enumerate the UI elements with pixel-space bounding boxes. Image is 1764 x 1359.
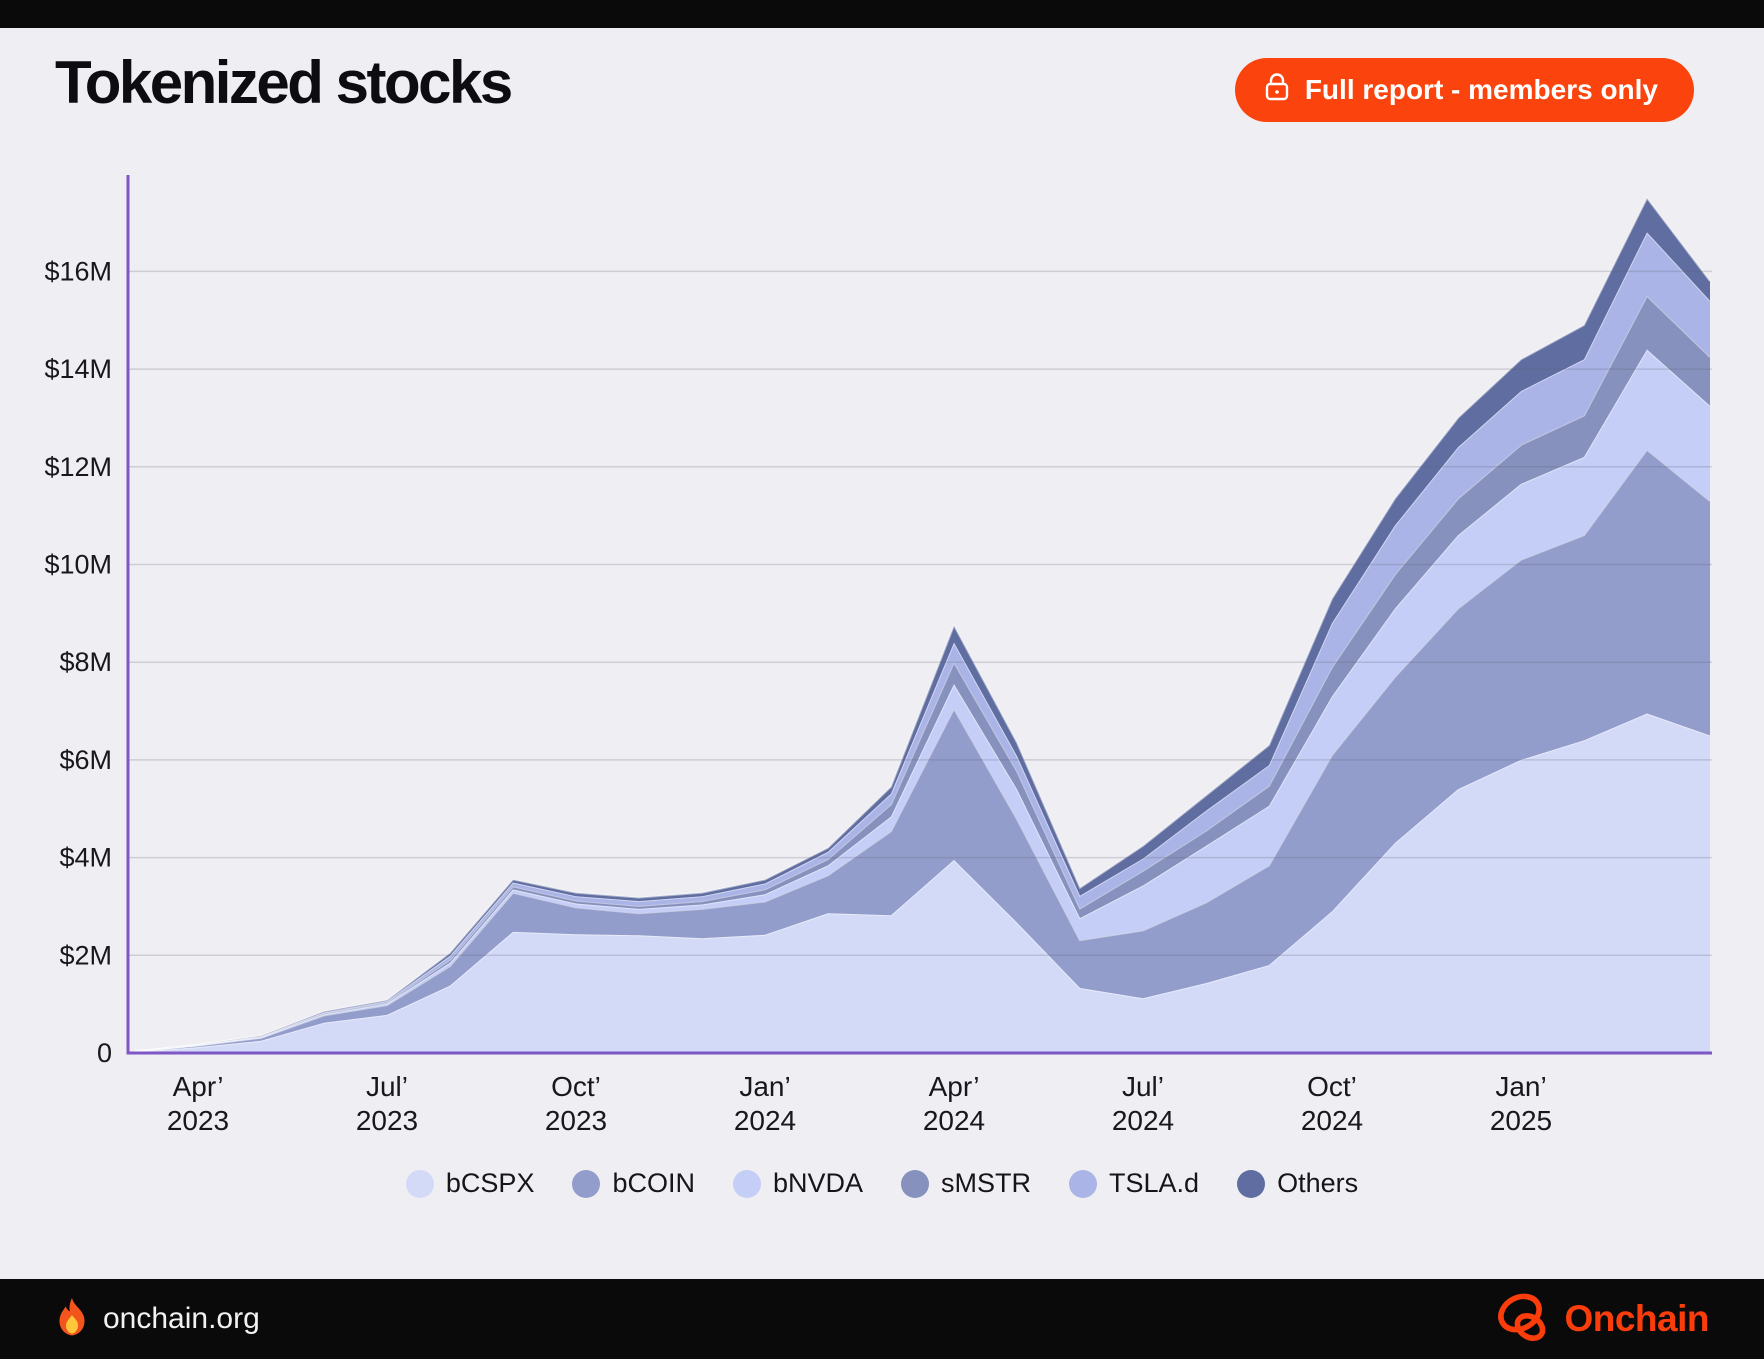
x-axis-label-month: Apr’	[173, 1071, 224, 1102]
legend-swatch-bCSPX	[405, 1169, 434, 1198]
legend-item-TSLA.d: TSLA.d	[1069, 1168, 1199, 1199]
full-report-button[interactable]: Full report - members only	[1234, 58, 1694, 122]
x-axis-label-year: 2024	[1301, 1105, 1363, 1136]
area-bCSPX	[135, 713, 1710, 1053]
y-axis-label-$10M: $10M	[44, 550, 112, 580]
onchain-logo-icon	[1494, 1291, 1552, 1348]
chart-legend: bCSPX bCOIN bNVDA sMSTR TSLA.d Others	[0, 1168, 1764, 1199]
x-axis-label-month: Apr’	[929, 1071, 980, 1102]
y-axis-label-$4M: $4M	[59, 843, 112, 873]
legend-swatch-TSLA.d	[1069, 1169, 1098, 1198]
full-report-button-label: Full report - members only	[1304, 74, 1658, 105]
legend-label-TSLA.d: TSLA.d	[1109, 1168, 1200, 1198]
x-axis-label-year: 2023	[356, 1105, 418, 1136]
footer-site-text: onchain.org	[103, 1302, 260, 1335]
x-axis-label-year: 2024	[1112, 1105, 1174, 1136]
x-axis-label-month: Oct’	[551, 1071, 601, 1102]
legend-swatch-bCOIN	[572, 1169, 601, 1198]
x-axis-label-year: 2025	[1490, 1105, 1552, 1136]
legend-item-sMSTR: sMSTR	[901, 1168, 1031, 1199]
legend-item-bCOIN: bCOIN	[572, 1168, 695, 1199]
x-axis-label-month: Jul’	[366, 1071, 408, 1102]
x-axis-label-month: Jul’	[1122, 1071, 1164, 1102]
x-axis-label-year: 2023	[545, 1105, 607, 1136]
x-axis-label-month: Oct’	[1307, 1071, 1357, 1102]
x-axis-label-month: Jan’	[1495, 1071, 1546, 1102]
legend-label-bCSPX: bCSPX	[445, 1168, 535, 1198]
x-axis-label-year: 2024	[923, 1105, 985, 1136]
x-axis-label-year: 2024	[734, 1105, 796, 1136]
page-title: Tokenized stocks	[55, 49, 513, 116]
legend-swatch-bNVDA	[732, 1169, 761, 1198]
legend-item-bNVDA: bNVDA	[732, 1168, 864, 1199]
area-edge-Others	[134, 196, 1711, 1053]
brand-wordmark: Onchain	[1564, 1298, 1709, 1339]
y-axis-label-$8M: $8M	[59, 647, 112, 677]
y-axis-label-$12M: $12M	[44, 452, 112, 482]
legend-swatch-sMSTR	[901, 1169, 930, 1198]
y-axis-label-0: 0	[97, 1038, 112, 1068]
y-axis-label-$14M: $14M	[44, 354, 112, 384]
legend-label-sMSTR: sMSTR	[941, 1168, 1032, 1198]
y-axis-label-$16M: $16M	[44, 256, 112, 286]
legend-swatch-Others	[1237, 1169, 1266, 1198]
lock-icon	[1265, 72, 1289, 108]
legend-label-Others: Others	[1277, 1168, 1359, 1198]
footer-bar: onchain.org Onchain	[0, 1279, 1764, 1359]
legend-item-bCSPX: bCSPX	[405, 1168, 535, 1199]
legend-label-bNVDA: bNVDA	[772, 1168, 864, 1198]
y-axis-label-$2M: $2M	[59, 940, 112, 970]
flame-icon	[55, 1297, 89, 1342]
y-axis-label-$6M: $6M	[59, 745, 112, 775]
brand-logo: Onchain	[1494, 1291, 1709, 1348]
x-axis-label-year: 2023	[167, 1105, 229, 1136]
x-axis-label-month: Jan’	[739, 1071, 790, 1102]
footer-site-block: onchain.org	[55, 1297, 260, 1342]
legend-item-Others: Others	[1237, 1168, 1358, 1199]
area-bCOIN	[135, 449, 1710, 1053]
legend-label-bCOIN: bCOIN	[612, 1168, 695, 1198]
top-strip	[0, 0, 1764, 28]
